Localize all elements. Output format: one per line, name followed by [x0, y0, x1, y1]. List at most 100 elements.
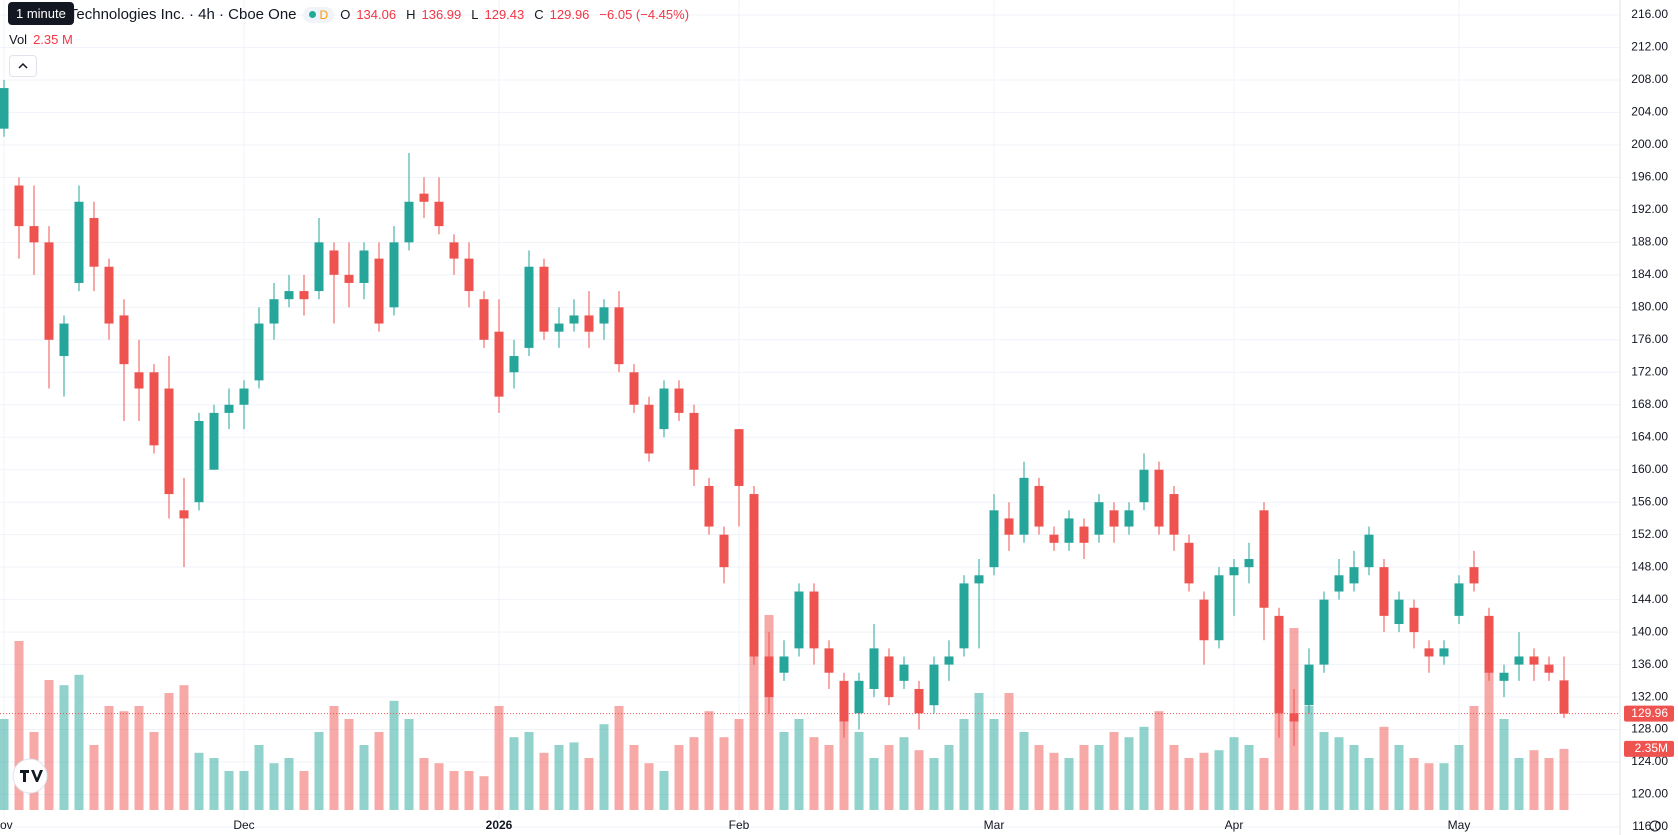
volume-bar [599, 724, 609, 810]
candle-body [224, 404, 234, 413]
candle-body [1394, 599, 1404, 624]
volume-bar [149, 732, 159, 810]
volume-bar [584, 758, 594, 810]
candle-body [359, 250, 369, 283]
volume-bar [1004, 693, 1014, 810]
badge-text: D [319, 7, 329, 22]
last-price-tag [1624, 705, 1674, 722]
volume-bar [1244, 745, 1254, 810]
y-tick-label: 176.00 [1631, 332, 1668, 346]
volume-bar [824, 745, 834, 810]
y-tick-label: 124.00 [1631, 754, 1668, 768]
badge[interactable]: D [302, 6, 335, 23]
candle-body [554, 323, 564, 332]
volume-bar [719, 737, 729, 810]
last-price-label: 129.96 [1631, 706, 1668, 720]
candle-body [404, 201, 414, 243]
y-tick-label: 156.00 [1631, 494, 1668, 508]
volume-bar [194, 752, 204, 810]
candle-body [659, 388, 669, 430]
candle-body [389, 242, 399, 308]
volume-bar [734, 719, 744, 810]
symbol-title: r Technologies Inc. · 4h · Cboe One [60, 6, 297, 23]
y-tick-label: 164.00 [1631, 429, 1668, 443]
candle-body [269, 299, 279, 324]
volume-bar [1019, 732, 1029, 810]
volume-bar [1499, 719, 1509, 810]
candle-body [434, 201, 444, 227]
candle-body [749, 494, 759, 657]
candle-body [1304, 664, 1314, 706]
y-tick-label: 148.00 [1631, 559, 1668, 573]
volume-bar [749, 615, 759, 810]
volume-bar [1439, 763, 1449, 810]
candle-body [254, 323, 264, 381]
volume-bar [0, 719, 9, 810]
collapse-button[interactable] [9, 55, 37, 77]
candle-body [644, 404, 654, 454]
candle-body [1454, 583, 1464, 616]
candle-body [1499, 672, 1509, 681]
y-tick-label: 204.00 [1631, 105, 1668, 119]
candle-body [29, 226, 39, 243]
volume-bar [554, 745, 564, 810]
volume-bar [314, 732, 324, 810]
volume-bar [944, 745, 954, 810]
volume-bar [959, 719, 969, 810]
candle-body [974, 575, 984, 584]
volume-bar [1094, 745, 1104, 810]
volume-bar [224, 771, 234, 810]
volume-bar [1079, 745, 1089, 810]
candle-body [599, 307, 609, 324]
volume-bar [1424, 763, 1434, 810]
candle-body [1484, 615, 1494, 673]
volume-bar [689, 737, 699, 810]
volume-bar [1529, 750, 1539, 810]
x-tick-label: Mar [984, 818, 1005, 832]
x-tick-label: ov [0, 818, 13, 832]
volume-bar [569, 742, 579, 810]
candle-body [1064, 518, 1074, 543]
l-label: L [471, 7, 479, 22]
volume-legend: Vol 2.35 M [9, 32, 73, 47]
volume-bar [659, 771, 669, 810]
volume-bar [674, 745, 684, 810]
candle-body [809, 591, 819, 649]
volume-tag-label: 2.35M [1635, 741, 1668, 755]
volume-bar [1154, 711, 1164, 810]
grid [0, 0, 1620, 828]
volume-tag [1624, 740, 1674, 757]
candle-body [899, 664, 909, 681]
candle-body [539, 266, 549, 332]
candle-body [1334, 575, 1344, 592]
candle-body [1034, 485, 1044, 527]
volume-bar [1409, 758, 1419, 810]
candle-body [449, 242, 459, 259]
volume-bar [884, 745, 894, 810]
h-label: H [406, 7, 416, 22]
candle-body [734, 429, 744, 486]
l-value: 129.43 [484, 7, 525, 22]
candle-body [149, 372, 159, 446]
x-tick-label: Apr [1225, 818, 1244, 832]
candle-body [164, 388, 174, 495]
volume-bar [59, 685, 69, 810]
volume-bar [44, 680, 54, 810]
volume-bar [779, 732, 789, 810]
candle-body [104, 266, 114, 324]
volume-bar [914, 750, 924, 810]
collapse-icon [18, 62, 28, 69]
candle-body [1514, 656, 1524, 665]
candle-body [1169, 494, 1179, 535]
y-tick-label: 144.00 [1631, 592, 1668, 606]
volume-bar [629, 745, 639, 810]
volume-bar [1109, 732, 1119, 810]
y-tick-label: 192.00 [1631, 202, 1668, 216]
volume-bar [1544, 758, 1554, 810]
y-tick-label: 188.00 [1631, 235, 1668, 249]
candle-body [674, 388, 684, 413]
settings-circle [1649, 820, 1661, 832]
volume-bar [1034, 745, 1044, 810]
